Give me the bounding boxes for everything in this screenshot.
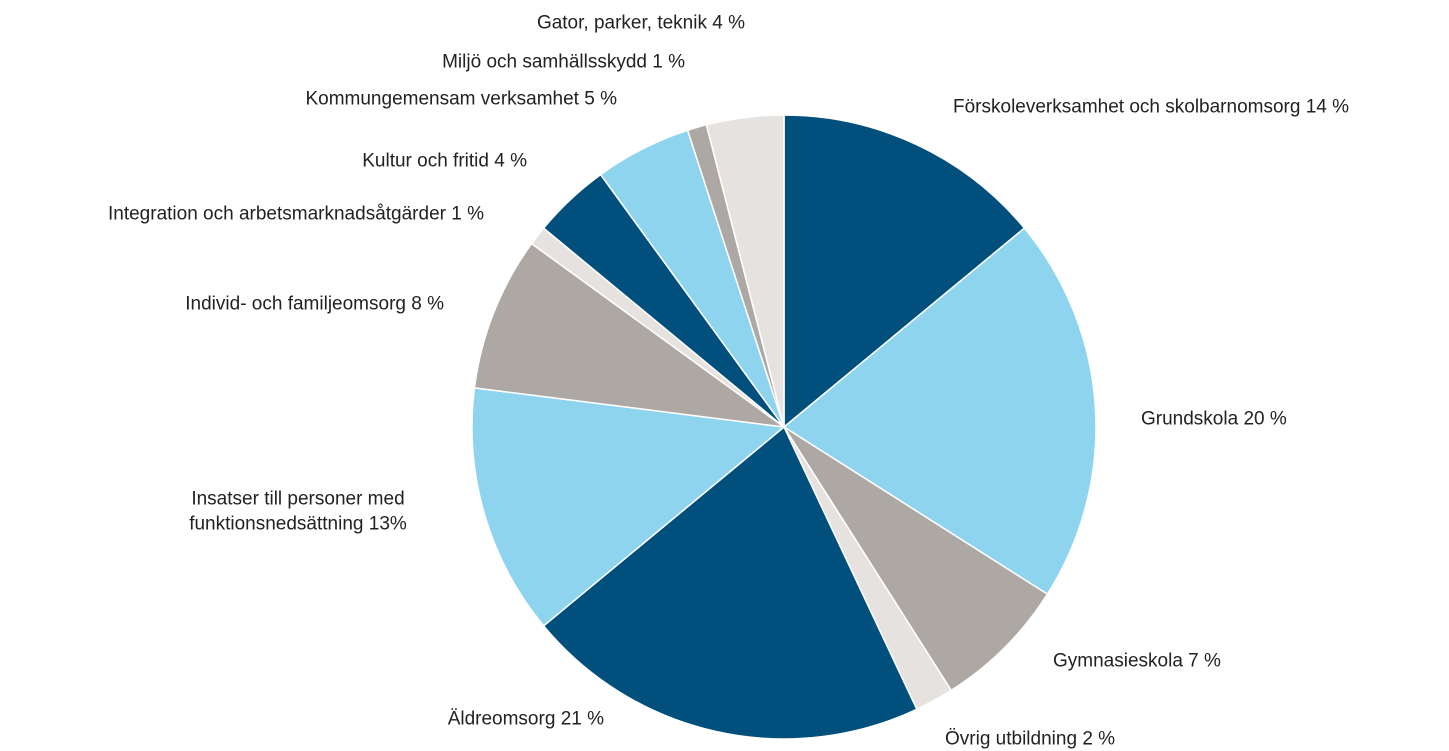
slice-label: Integration och arbetsmarknadsåtgärder 1… [108, 203, 484, 228]
value-label: 8 % [411, 293, 444, 315]
category-label: Kultur och fritid [362, 150, 489, 172]
pie-slice [705, 114, 785, 428]
category-label: Miljö och samhällsskydd [442, 51, 647, 73]
category-label: Gator, parker, teknik [536, 12, 707, 34]
slice-label: Övrig utbildning 2 % [945, 728, 1115, 751]
value-label: 4 % [494, 150, 527, 172]
value-label: 7 % [1188, 650, 1221, 672]
value-label: 14 % [1305, 96, 1350, 118]
category-label: Insatser till personer med funktionsneds… [189, 488, 405, 534]
slice-label: Förskoleverksamhet och skolbarnomsorg 14… [953, 96, 1349, 121]
value-label: 2 % [1082, 728, 1116, 750]
category-label: Integration och arbetsmarknadsåtgärder [107, 203, 446, 225]
slice-label: Grundskola 20 % [1141, 408, 1287, 433]
slice-label: Individ- och familjeomsorg 8 % [185, 293, 444, 318]
value-label: 1 % [451, 203, 484, 225]
value-label: 5 % [584, 88, 617, 110]
slice-label: Äldreomsorg 21 % [448, 708, 604, 733]
category-label: Gymnasieskola [1053, 650, 1183, 672]
value-label: 20 % [1243, 408, 1287, 430]
pie-slice [782, 227, 1097, 596]
category-label: Äldreomsorg [447, 708, 556, 730]
pie-slice [783, 114, 1026, 429]
pie-slice [473, 242, 785, 428]
value-label: 21 % [560, 708, 604, 730]
pie-slice [542, 425, 918, 740]
slice-label: Gymnasieskola 7 % [1053, 650, 1221, 675]
value-label: 1 % [652, 51, 685, 73]
value-label: 13% [368, 513, 407, 534]
pie-slice [471, 387, 786, 627]
category-label: Kommungemensam verksamhet [305, 88, 579, 110]
category-label: Grundskola [1141, 408, 1239, 430]
pie-slice [783, 426, 1049, 692]
category-label: Förskoleverksamhet och skolbarnomsorg [953, 96, 1301, 118]
slice-label: Insatser till personer med funktionsneds… [148, 487, 448, 536]
slice-label: Miljö och samhällsskydd 1 % [442, 51, 685, 76]
category-label: Individ- och familjeomsorg [185, 293, 406, 315]
value-label: 4 % [712, 12, 745, 34]
slice-label: Kommungemensam verksamhet 5 % [305, 88, 617, 113]
category-label: Övrig utbildning [945, 728, 1078, 750]
slice-label: Kultur och fritid 4 % [362, 150, 527, 175]
slice-label: Gator, parker, teknik 4 % [537, 12, 745, 37]
